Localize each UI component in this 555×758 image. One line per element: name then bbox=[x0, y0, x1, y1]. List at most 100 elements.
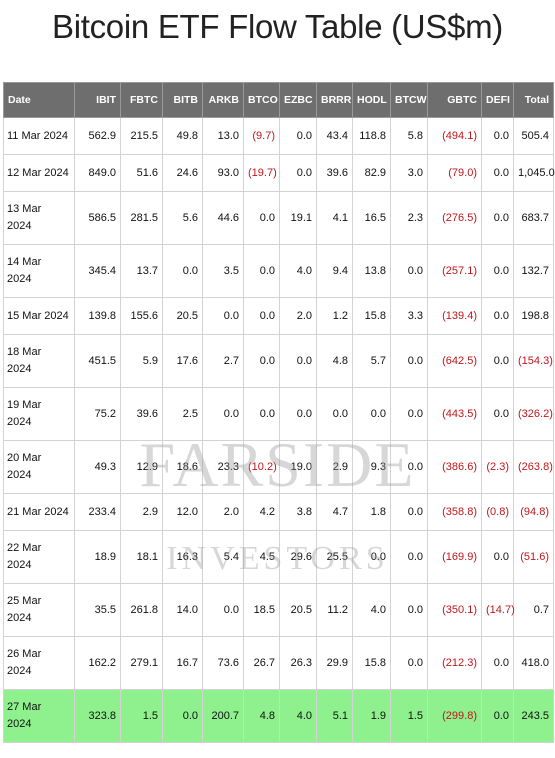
value-cell-btco: 0.0 bbox=[243, 297, 280, 335]
value-cell-fbtc: 5.9 bbox=[120, 334, 163, 388]
column-header-fbtc: FBTC bbox=[120, 82, 163, 118]
value-cell-btco: 18.5 bbox=[243, 583, 280, 637]
date-cell: 11 Mar 2024 bbox=[3, 117, 75, 155]
value-cell-fbtc: 18.1 bbox=[120, 530, 163, 584]
column-header-date: Date bbox=[3, 82, 75, 118]
value-cell-bitb: 14.0 bbox=[162, 583, 203, 637]
value-cell-gbtc: (299.8) bbox=[427, 689, 482, 743]
value-cell-ibit: 849.0 bbox=[74, 154, 121, 192]
date-cell: 14 Mar 2024 bbox=[3, 244, 75, 298]
value-cell-total: 1,045.0 bbox=[513, 154, 555, 192]
value-cell-bitb: 5.6 bbox=[162, 191, 203, 245]
table-row: 18 Mar 2024 451.5 5.9 17.6 2.7 0.0 0.0 4.8 5.7 0.… bbox=[3, 334, 554, 388]
value-cell-total: 198.8 bbox=[513, 297, 554, 335]
value-cell-defi: (2.3) bbox=[481, 440, 514, 494]
value-cell-brrr: 4.8 bbox=[316, 334, 353, 388]
value-cell-btco: (19.7) bbox=[243, 154, 280, 192]
value-cell-hodl: 82.9 bbox=[352, 154, 391, 192]
value-cell-ibit: 162.2 bbox=[74, 636, 121, 690]
value-cell-fbtc: 281.5 bbox=[120, 191, 163, 245]
value-cell-gbtc: (276.5) bbox=[427, 191, 482, 245]
value-cell-total: 0.7 bbox=[513, 583, 554, 637]
value-cell-fbtc: 2.9 bbox=[120, 493, 163, 531]
value-cell-btco: 0.0 bbox=[243, 387, 280, 441]
value-cell-total: 243.5 bbox=[513, 689, 554, 743]
value-cell-ibit: 451.5 bbox=[74, 334, 121, 388]
value-cell-btcw: 0.0 bbox=[390, 583, 428, 637]
value-cell-brrr: 4.7 bbox=[316, 493, 353, 531]
value-cell-defi: 0.0 bbox=[481, 530, 514, 584]
value-cell-brrr: 5.1 bbox=[316, 689, 353, 743]
table-row: 14 Mar 2024 345.4 13.7 0.0 3.5 0.0 4.0 9.4 13.8 0… bbox=[3, 244, 554, 298]
table-row: 26 Mar 2024 162.2 279.1 16.7 73.6 26.7 26.3 29.… bbox=[3, 636, 554, 690]
value-cell-bitb: 2.5 bbox=[162, 387, 203, 441]
value-cell-gbtc: (350.1) bbox=[427, 583, 482, 637]
value-cell-hodl: 13.8 bbox=[352, 244, 391, 298]
value-cell-ezbc: 0.0 bbox=[279, 387, 317, 441]
value-cell-ibit: 562.9 bbox=[74, 117, 121, 155]
column-header-hodl: HODL bbox=[352, 82, 391, 118]
value-cell-arkb: 44.6 bbox=[202, 191, 244, 245]
value-cell-defi: 0.0 bbox=[481, 191, 514, 245]
value-cell-bitb: 0.0 bbox=[162, 689, 203, 743]
value-cell-ezbc: 3.8 bbox=[279, 493, 317, 531]
value-cell-btcw: 0.0 bbox=[390, 530, 428, 584]
column-header-gbtc: GBTC bbox=[427, 82, 482, 118]
value-cell-total: 683.7 bbox=[513, 191, 554, 245]
value-cell-total: (51.6) bbox=[513, 530, 554, 584]
value-cell-ezbc: 20.5 bbox=[279, 583, 317, 637]
value-cell-fbtc: 261.8 bbox=[120, 583, 163, 637]
header-row: Date IBIT FBTC BITB ARKB BTCO EZBC BRRR HODL BTCW… bbox=[3, 82, 554, 118]
column-header-btcw: BTCW bbox=[390, 82, 428, 118]
value-cell-arkb: 2.0 bbox=[202, 493, 244, 531]
value-cell-bitb: 24.6 bbox=[162, 154, 203, 192]
value-cell-ibit: 345.4 bbox=[74, 244, 121, 298]
value-cell-gbtc: (212.3) bbox=[427, 636, 482, 690]
value-cell-btco: 4.5 bbox=[243, 530, 280, 584]
value-cell-btco: 26.7 bbox=[243, 636, 280, 690]
value-cell-total: 132.7 bbox=[513, 244, 554, 298]
value-cell-hodl: 16.5 bbox=[352, 191, 391, 245]
value-cell-ezbc: 0.0 bbox=[279, 154, 317, 192]
value-cell-bitb: 0.0 bbox=[162, 244, 203, 298]
value-cell-bitb: 49.8 bbox=[162, 117, 203, 155]
value-cell-ibit: 139.8 bbox=[74, 297, 121, 335]
column-header-ibit: IBIT bbox=[74, 82, 121, 118]
value-cell-gbtc: (358.8) bbox=[427, 493, 482, 531]
value-cell-btcw: 0.0 bbox=[390, 493, 428, 531]
value-cell-defi: 0.0 bbox=[481, 387, 514, 441]
column-header-total: Total bbox=[513, 82, 554, 118]
value-cell-arkb: 200.7 bbox=[202, 689, 244, 743]
value-cell-btco: 0.0 bbox=[243, 244, 280, 298]
value-cell-gbtc: (494.1) bbox=[427, 117, 482, 155]
date-cell: 12 Mar 2024 bbox=[3, 154, 75, 192]
value-cell-ezbc: 4.0 bbox=[279, 244, 317, 298]
value-cell-brrr: 39.6 bbox=[316, 154, 353, 192]
value-cell-ezbc: 26.3 bbox=[279, 636, 317, 690]
column-header-bitb: BITB bbox=[162, 82, 203, 118]
value-cell-brrr: 9.4 bbox=[316, 244, 353, 298]
value-cell-ezbc: 29.6 bbox=[279, 530, 317, 584]
value-cell-defi: 0.0 bbox=[481, 117, 514, 155]
value-cell-bitb: 18.6 bbox=[162, 440, 203, 494]
date-cell: 27 Mar 2024 bbox=[3, 689, 75, 743]
column-header-ezbc: EZBC bbox=[279, 82, 317, 118]
value-cell-fbtc: 51.6 bbox=[120, 154, 163, 192]
column-header-brrr: BRRR bbox=[316, 82, 353, 118]
date-cell: 21 Mar 2024 bbox=[3, 493, 75, 531]
value-cell-btco: 4.2 bbox=[243, 493, 280, 531]
value-cell-fbtc: 39.6 bbox=[120, 387, 163, 441]
value-cell-btco: 0.0 bbox=[243, 191, 280, 245]
page-title: Bitcoin ETF Flow Table (US$m) bbox=[52, 8, 503, 45]
value-cell-ibit: 233.4 bbox=[74, 493, 121, 531]
value-cell-hodl: 15.8 bbox=[352, 297, 391, 335]
date-cell: 22 Mar 2024 bbox=[3, 530, 75, 584]
value-cell-arkb: 23.3 bbox=[202, 440, 244, 494]
value-cell-btcw: 3.3 bbox=[390, 297, 428, 335]
value-cell-arkb: 93.0 bbox=[202, 154, 244, 192]
value-cell-ibit: 586.5 bbox=[74, 191, 121, 245]
value-cell-defi: 0.0 bbox=[481, 689, 514, 743]
value-cell-defi: 0.0 bbox=[481, 636, 514, 690]
value-cell-ibit: 75.2 bbox=[74, 387, 121, 441]
table-row: 22 Mar 2024 18.9 18.1 16.3 5.4 4.5 29.6 25.5 0.0… bbox=[3, 530, 554, 584]
